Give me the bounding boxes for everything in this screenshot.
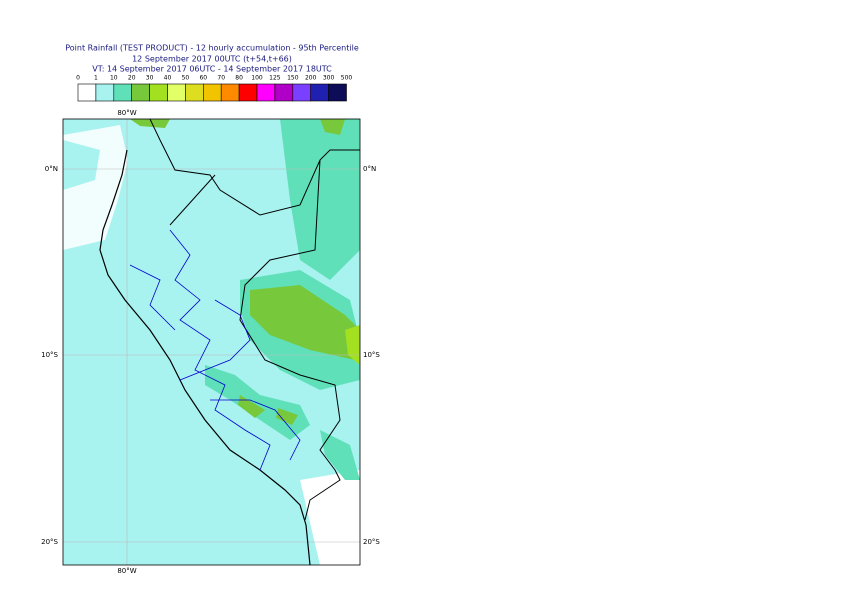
legend-label: 30	[146, 75, 154, 82]
heavy-rain	[130, 119, 345, 135]
legend-swatch	[113, 83, 133, 102]
map-frame	[62, 118, 361, 566]
legend-swatch	[238, 83, 258, 102]
legend-label: 100	[251, 75, 263, 82]
legend-swatch	[220, 83, 240, 102]
lat-label: 10°S	[363, 351, 380, 359]
legend-label: 300	[323, 75, 335, 82]
legend-swatch	[131, 83, 150, 102]
legend-label: 500	[341, 75, 353, 82]
lat-label: 20°S	[363, 538, 380, 546]
legend-swatch	[77, 83, 97, 102]
legend-swatch	[256, 83, 276, 102]
title: Point Rainfall (TEST PRODUCT) - 12 hourl…	[65, 44, 359, 53]
legend-label: 60	[199, 75, 207, 82]
legend-label: 40	[164, 75, 172, 82]
legend-label: 0	[76, 75, 80, 82]
moderate-rain	[320, 430, 360, 480]
lat-label: 0°N	[363, 165, 376, 173]
coastline	[99, 149, 311, 565]
lon-label: 80°W	[117, 567, 136, 575]
lat-label: 20°S	[41, 538, 58, 546]
legend-label: 80	[235, 75, 243, 82]
legend-swatch	[149, 83, 168, 102]
legend-label: 10	[110, 75, 118, 82]
legend-swatch	[328, 83, 347, 102]
heavy-rain	[238, 395, 298, 425]
moderate-rain	[280, 119, 360, 280]
lat-label: 0°N	[45, 165, 58, 173]
legend-label: 20	[128, 75, 136, 82]
legend: 0 1 10 20 30 40 50 60 70 80 100 125 150 200 300 500	[76, 75, 352, 102]
legend-swatch	[274, 83, 294, 102]
dry-region	[300, 470, 360, 565]
heavy-rain	[250, 285, 360, 360]
region-border	[129, 229, 301, 471]
legend-swatch	[292, 83, 311, 102]
country-border	[149, 119, 360, 521]
legend-label: 125	[269, 75, 281, 82]
valid-time: VT: 14 September 2017 06UTC - 14 Septemb…	[92, 65, 332, 74]
map-area	[63, 119, 360, 565]
legend-swatch	[185, 83, 204, 102]
legend-swatch	[95, 83, 115, 102]
lat-label: 10°S	[41, 351, 58, 359]
legend-label: 150	[287, 75, 299, 82]
legend-swatch	[310, 83, 329, 102]
lon-label: 80°W	[117, 109, 136, 117]
light-rain	[63, 140, 100, 190]
base-time: 12 September 2017 00UTC (t+54,t+66)	[132, 55, 292, 64]
legend-label: 200	[305, 75, 317, 82]
legend-label: 50	[182, 75, 190, 82]
legend-swatch	[167, 83, 186, 102]
legend-swatch	[203, 83, 222, 102]
graticule	[63, 119, 360, 565]
legend-label: 1	[94, 75, 98, 82]
legend-label: 70	[217, 75, 225, 82]
